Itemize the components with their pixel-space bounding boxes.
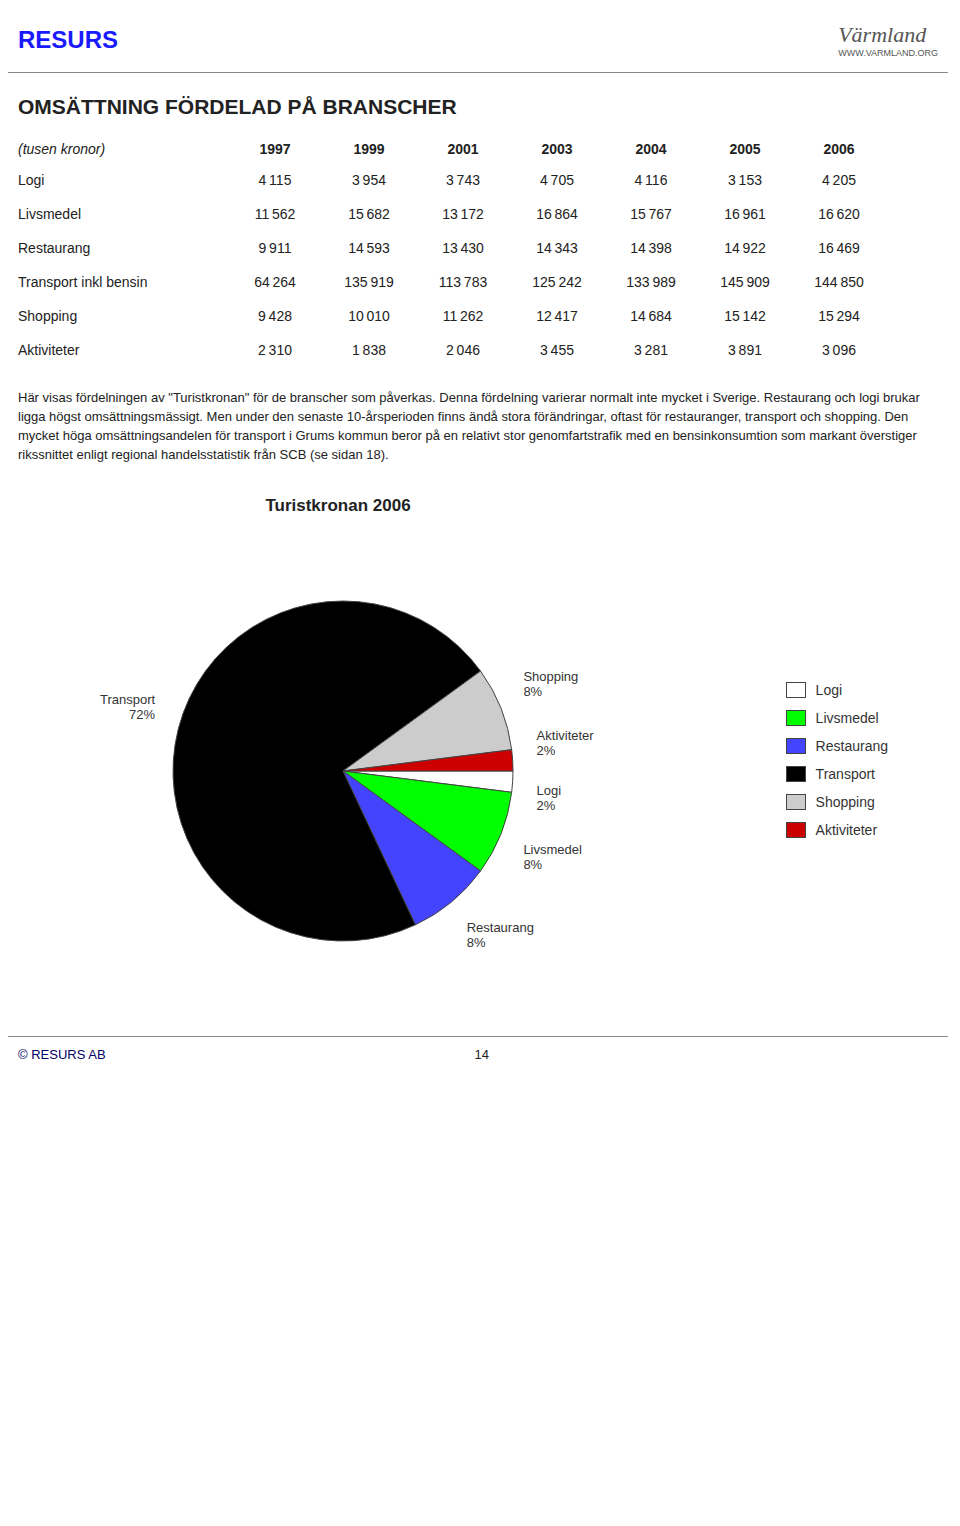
html-text:16 620: 16 620	[818, 206, 860, 222]
html-text:14: 14	[474, 1047, 489, 1063]
html-text:2 046: 2 046	[446, 342, 480, 358]
html-text:11 562: 11 562	[254, 206, 296, 222]
html-text:3 096: 3 096	[822, 342, 856, 358]
html-text:16 961: 16 961	[724, 206, 766, 222]
html-text:2003: 2003	[541, 141, 573, 157]
svg-text:Shopping8%: Shopping8%	[523, 669, 578, 699]
html-text:10 010: 10 010	[348, 308, 390, 324]
html-text:13 172: 13 172	[442, 206, 484, 222]
html-text:145 909: 145 909	[720, 274, 770, 290]
html-text:125 242: 125 242	[532, 274, 582, 290]
html-text:16 469: 16 469	[818, 240, 860, 256]
html-text:15 767: 15 767	[630, 206, 672, 222]
html-text:Turistkronan 2006: Turistkronan 2006	[265, 496, 411, 516]
html-text:4 705: 4 705	[540, 172, 574, 188]
html-text:Aktiviteter: Aktiviteter	[815, 822, 878, 839]
html-text:WWW.VARMLAND.ORG: WWW.VARMLAND.ORG	[838, 48, 938, 58]
html-text:9 428: 9 428	[258, 308, 292, 324]
html-text:64 264: 64 264	[254, 274, 296, 290]
html-text:14 922: 14 922	[724, 240, 766, 256]
html-text:Logi: Logi	[815, 682, 843, 699]
html-text:OMSÄTTNING FÖRDELAD PÅ BRANSCH: OMSÄTTNING FÖRDELAD PÅ BRANSCHER	[18, 95, 457, 118]
html-text:Restaurang: Restaurang	[18, 240, 91, 256]
html-text:15 294: 15 294	[818, 308, 860, 324]
html-text:2004: 2004	[635, 141, 667, 157]
html-text:3 281: 3 281	[634, 342, 668, 358]
html-text:Aktiviteter: Aktiviteter	[18, 342, 80, 358]
html-text:RESURS: RESURS	[18, 26, 118, 53]
html-text:Shopping: Shopping	[18, 308, 78, 324]
html-text:Livsmedel: Livsmedel	[18, 206, 81, 222]
svg-text:Restaurang8%: Restaurang8%	[467, 921, 534, 951]
svg-text:Logi2%: Logi2%	[537, 784, 562, 814]
html-text:1999: 1999	[353, 141, 385, 157]
html-text:14 398: 14 398	[630, 240, 672, 256]
html-text:1 838: 1 838	[352, 342, 386, 358]
svg-text:Aktiviteter2%: Aktiviteter2%	[537, 728, 595, 758]
html-text:113 783: 113 783	[438, 274, 488, 290]
html-text:3 743: 3 743	[446, 172, 480, 188]
html-text:135 919: 135 919	[344, 274, 394, 290]
html-text:4 205: 4 205	[822, 172, 856, 188]
svg-text:Livsmedel8%: Livsmedel8%	[523, 843, 582, 873]
html-text:2 310: 2 310	[258, 342, 292, 358]
html-text:Här visas fördelningen av "Tur: Här visas fördelningen av "Turistkronan"…	[18, 390, 920, 462]
html-text:Livsmedel: Livsmedel	[815, 710, 879, 727]
html-text:Värmland: Värmland	[838, 22, 927, 47]
html-text:14 343: 14 343	[536, 240, 578, 256]
html-text:9 911: 9 911	[258, 240, 292, 256]
html-text:(tusen kronor): (tusen kronor)	[18, 141, 106, 157]
html-text:13 430: 13 430	[442, 240, 484, 256]
html-text:3 891: 3 891	[728, 342, 762, 358]
html-text:Transport inkl bensin: Transport inkl bensin	[18, 274, 148, 290]
html-text:133 989: 133 989	[626, 274, 676, 290]
html-text:16 864: 16 864	[536, 206, 578, 222]
html-text:3 954: 3 954	[352, 172, 386, 188]
html-text:3 455: 3 455	[540, 342, 574, 358]
html-text:2005: 2005	[729, 141, 761, 157]
html-text:15 682: 15 682	[348, 206, 390, 222]
html-text:2006: 2006	[823, 141, 855, 157]
html-text:4 116: 4 116	[634, 172, 668, 188]
html-text:Shopping: Shopping	[815, 794, 875, 811]
html-text:15 142: 15 142	[724, 308, 766, 324]
html-text:12 417: 12 417	[536, 308, 578, 324]
html-text:© RESURS AB: © RESURS AB	[18, 1047, 106, 1063]
html-text:14 593: 14 593	[348, 240, 390, 256]
html-text:Restaurang: Restaurang	[815, 738, 888, 755]
svg-text:Transport72%: Transport72%	[100, 692, 156, 722]
html-text:14 684: 14 684	[630, 308, 672, 324]
html-text:11 262: 11 262	[442, 308, 484, 324]
html-text:Logi: Logi	[18, 172, 45, 188]
html-text:3 153: 3 153	[728, 172, 762, 188]
html-text:4 115: 4 115	[258, 172, 292, 188]
html-text:1997: 1997	[259, 141, 291, 157]
html-text:2001: 2001	[447, 141, 479, 157]
html-text:Transport: Transport	[815, 766, 875, 783]
html-text:144 850: 144 850	[814, 274, 864, 290]
